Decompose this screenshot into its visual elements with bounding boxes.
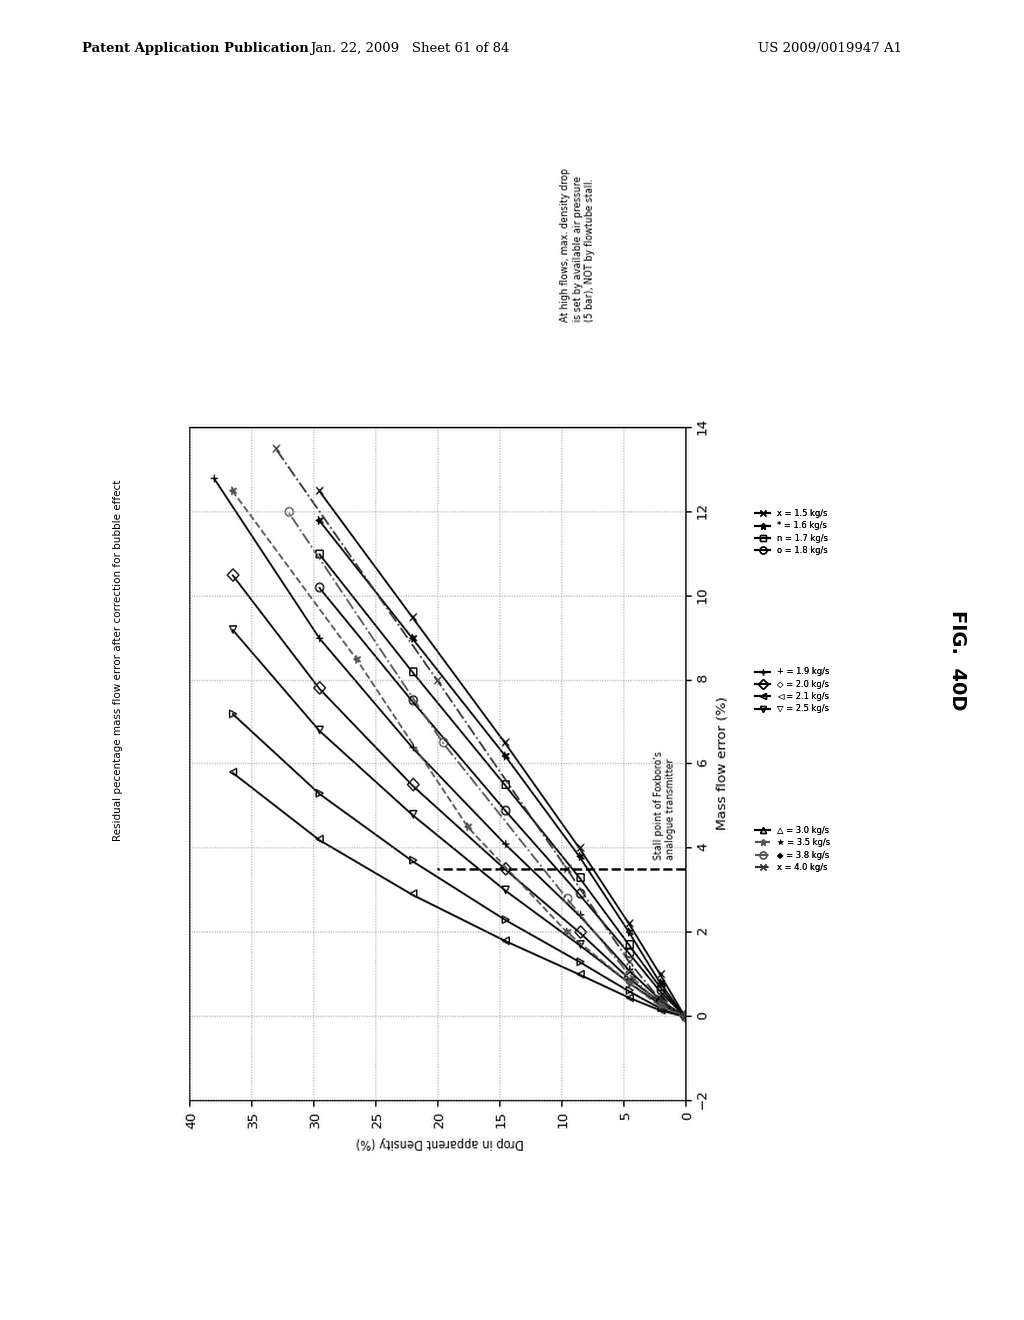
- Text: Jan. 22, 2009   Sheet 61 of 84: Jan. 22, 2009 Sheet 61 of 84: [310, 42, 509, 55]
- Legend: △ = 3.0 kg/s, ★ = 3.5 kg/s, ◆ = 3.8 kg/s, x = 4.0 kg/s: △ = 3.0 kg/s, ★ = 3.5 kg/s, ◆ = 3.8 kg/s…: [752, 822, 834, 875]
- Text: US 2009/0019947 A1: US 2009/0019947 A1: [758, 42, 902, 55]
- Text: Residual pecentage mass flow error after correction for bubble effect: Residual pecentage mass flow error after…: [113, 479, 123, 841]
- Legend: x = 1.5 kg/s, * = 1.6 kg/s, n = 1.7 kg/s, o = 1.8 kg/s: x = 1.5 kg/s, * = 1.6 kg/s, n = 1.7 kg/s…: [752, 506, 831, 558]
- Legend: + = 1.9 kg/s, ◇ = 2.0 kg/s, ◁ = 2.1 kg/s, ▽ = 2.5 kg/s: + = 1.9 kg/s, ◇ = 2.0 kg/s, ◁ = 2.1 kg/s…: [752, 664, 833, 717]
- Text: Patent Application Publication: Patent Application Publication: [82, 42, 308, 55]
- Text: FIG.  40D: FIG. 40D: [948, 610, 967, 710]
